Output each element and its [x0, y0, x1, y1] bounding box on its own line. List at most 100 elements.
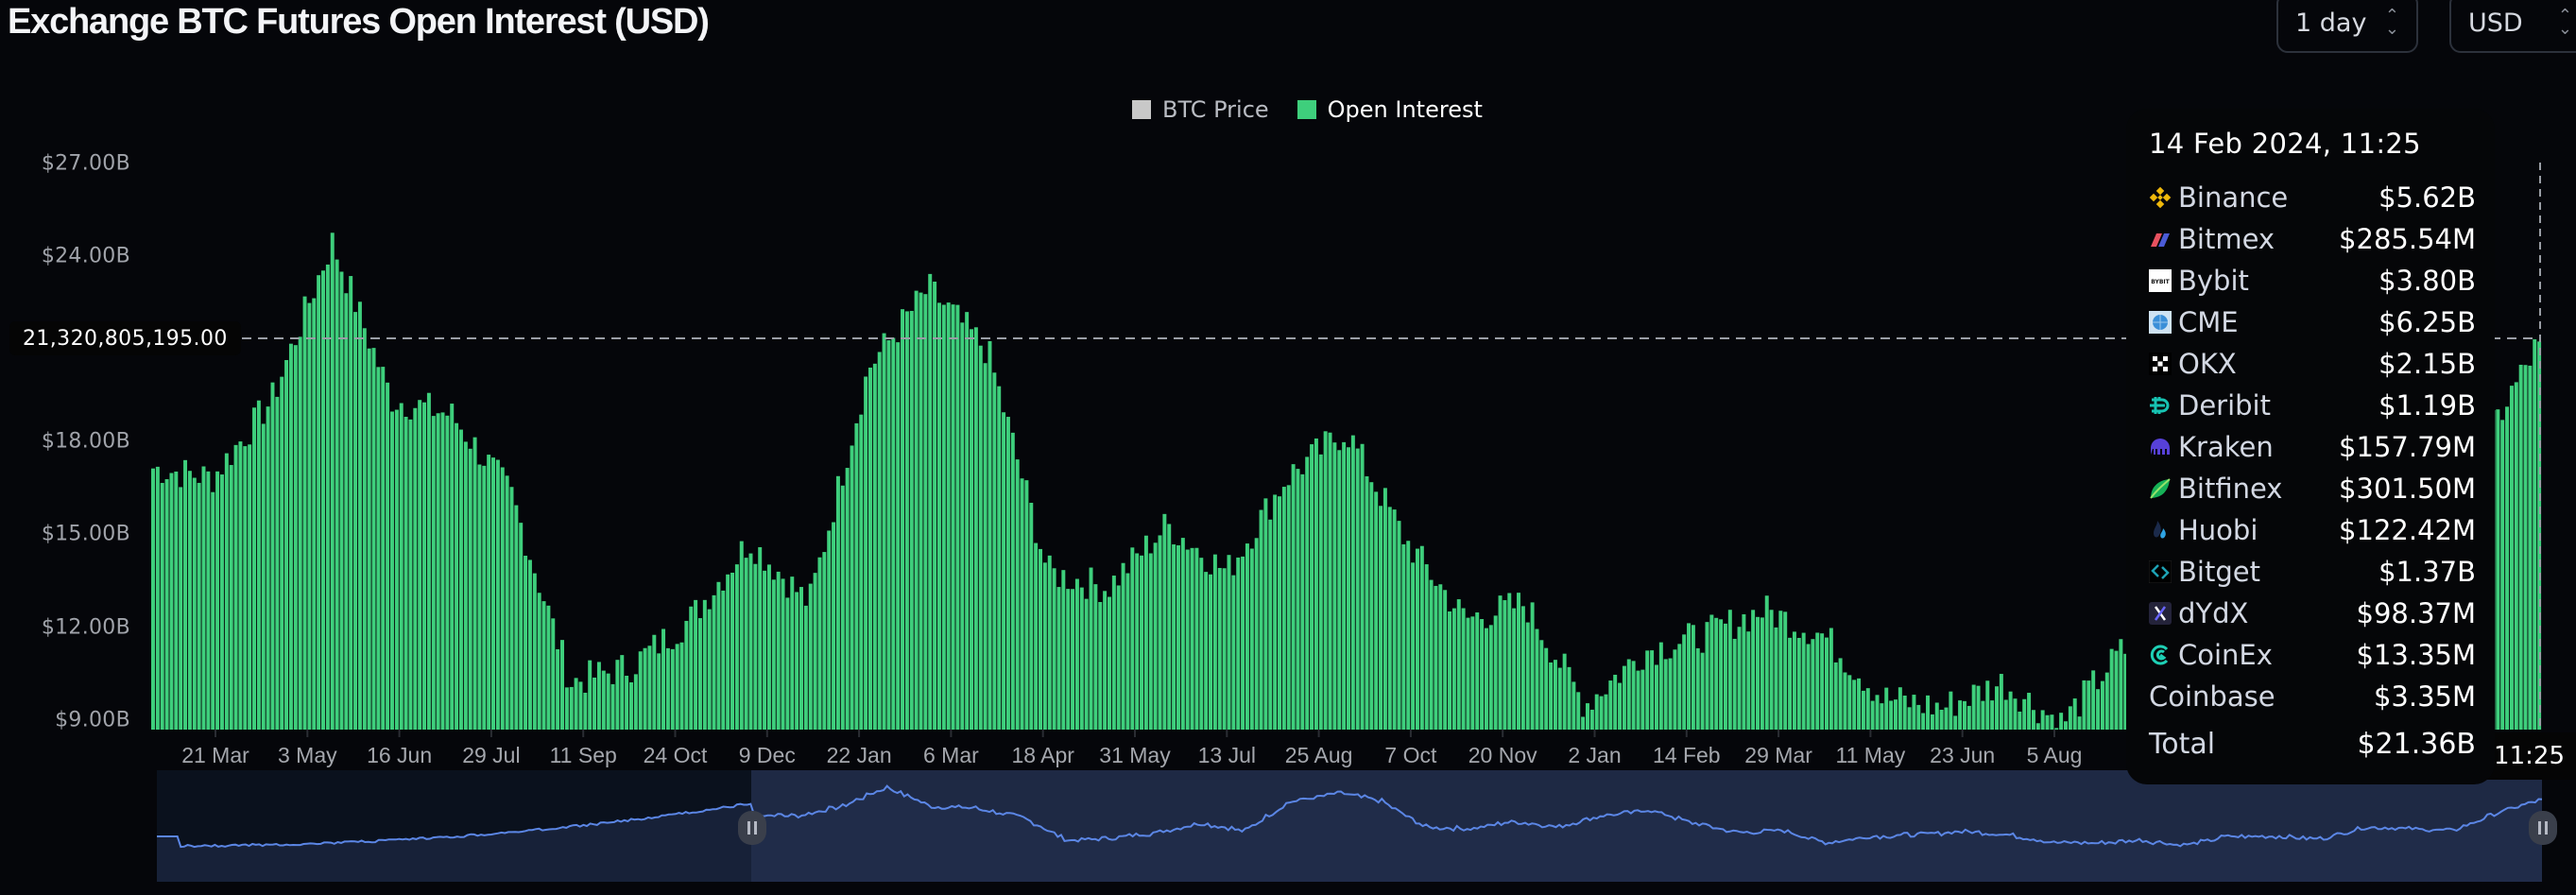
total-value: $21.36B — [2357, 727, 2476, 761]
tooltip-row-coinex: CoinEx $13.35M — [2149, 634, 2476, 676]
open-interest-swatch — [1297, 100, 1316, 119]
exchange-value: $1.37B — [2379, 556, 2476, 588]
exchange-name: Bitfinex — [2178, 473, 2283, 505]
exchange-name: OKX — [2178, 348, 2237, 380]
x-axis-label: 25 Aug — [1284, 743, 1353, 767]
total-label: Total — [2149, 727, 2216, 761]
crosshair-value-label: 21,320,805,195.00 — [9, 321, 241, 355]
exchange-name: Bybit — [2178, 265, 2249, 297]
currency-select-value: USD — [2468, 8, 2523, 38]
y-axis-label: $15.00B — [41, 522, 130, 546]
legend-label: BTC Price — [1162, 96, 1269, 123]
y-axis-label: $12.00B — [41, 615, 130, 640]
tooltip-row-bitfinex: Bitfinex $301.50M — [2149, 468, 2476, 509]
tooltip-date: 14 Feb 2024, 11:25 — [2149, 128, 2421, 160]
x-axis-label: 11 May — [1835, 743, 1906, 767]
exchange-value: $1.19B — [2379, 389, 2476, 422]
tooltip-row-cme: CME $6.25B — [2149, 301, 2476, 343]
x-axis-label: 23 Jun — [1930, 743, 1996, 767]
navigator-right-handle[interactable] — [2529, 811, 2557, 845]
exchange-name: Deribit — [2178, 389, 2271, 422]
bitget-icon — [2149, 560, 2172, 583]
x-axis-label: 18 Apr — [1011, 743, 1074, 767]
cme-icon — [2149, 311, 2172, 334]
x-axis-label: 29 Mar — [1744, 743, 1812, 767]
x-axis-label: 14 Feb — [1652, 743, 1721, 767]
exchange-value: $2.15B — [2379, 348, 2476, 380]
navigator-left-handle[interactable] — [738, 811, 766, 845]
x-axis-label: 24 Oct — [643, 743, 708, 767]
x-axis-label: 16 Jun — [367, 743, 433, 767]
binance-icon — [2149, 186, 2172, 209]
tooltip-row-bybit: BYBIT Bybit $3.80B — [2149, 260, 2476, 301]
page-title: Exchange BTC Futures Open Interest (USD) — [8, 2, 710, 42]
coinex-icon — [2149, 644, 2172, 666]
exchange-name: Huobi — [2178, 514, 2258, 546]
y-axis-label: $24.00B — [41, 244, 130, 268]
exchange-value: $122.42M — [2339, 514, 2476, 546]
bybit-icon: BYBIT — [2149, 269, 2172, 292]
chevron-updown-icon: ⌃ ⌄ — [2557, 6, 2572, 39]
tooltip-row-huobi: Huobi $122.42M — [2149, 509, 2476, 551]
dydx-icon — [2149, 602, 2172, 625]
range-navigator[interactable] — [157, 770, 2543, 882]
x-axis-label: 29 Jul — [462, 743, 521, 767]
x-axis-label: 11 Sep — [549, 743, 617, 767]
tooltip-row-deribit: Deribit $1.19B — [2149, 385, 2476, 426]
exchange-name: Bitmex — [2178, 223, 2275, 255]
interval-select-value: 1 day — [2295, 8, 2367, 38]
exchange-name: Bitget — [2178, 556, 2260, 588]
huobi-icon — [2149, 519, 2172, 542]
x-axis-label: 22 Jan — [826, 743, 892, 767]
y-axis-label: $18.00B — [41, 429, 130, 454]
legend-item-open-interest[interactable]: Open Interest — [1297, 96, 1483, 123]
x-axis-ticks — [215, 730, 2055, 737]
exchange-value: $285.54M — [2339, 223, 2476, 255]
x-axis-label: 20 Nov — [1468, 743, 1537, 767]
bitfinex-icon — [2149, 477, 2172, 500]
kraken-icon — [2149, 436, 2172, 458]
x-axis-label: 21 Mar — [181, 743, 249, 767]
y-axis-label: $9.00B — [55, 708, 130, 732]
currency-select[interactable]: USD ⌃ ⌄ — [2449, 0, 2576, 53]
legend-item-btc-price[interactable]: BTC Price — [1132, 96, 1269, 123]
tooltip-row-dydx: dYdX $98.37M — [2149, 593, 2476, 634]
tooltip-row-coinbase: Coinbase $3.35M — [2149, 676, 2476, 717]
exchange-name: CME — [2178, 306, 2239, 338]
exchange-value: $301.50M — [2339, 473, 2476, 505]
exchange-name: Coinbase — [2149, 680, 2275, 713]
x-axis-label: 7 Oct — [1384, 743, 1437, 767]
exchange-value: $6.25B — [2379, 306, 2476, 338]
tooltip-row-bitmex: Bitmex $285.54M — [2149, 218, 2476, 260]
x-axis-label: 6 Mar — [922, 743, 979, 767]
x-axis-label: 2 Jan — [1568, 743, 1622, 767]
chevron-updown-icon: ⌃ ⌄ — [2384, 6, 2399, 39]
y-axis-label: $27.00B — [41, 151, 130, 176]
interval-select[interactable]: 1 day ⌃ ⌄ — [2276, 0, 2418, 53]
exchange-value: $3.80B — [2379, 265, 2476, 297]
x-axis-label: 31 May — [1099, 743, 1171, 767]
tooltip-row-bitget: Bitget $1.37B — [2149, 551, 2476, 593]
exchange-name: Binance — [2178, 181, 2289, 214]
tooltip-row-okx: OKX $2.15B — [2149, 343, 2476, 385]
exchange-name: dYdX — [2178, 597, 2249, 629]
tooltip-row-binance: Binance $5.62B — [2149, 177, 2476, 218]
exchange-name: Kraken — [2178, 431, 2274, 463]
tooltip-row-kraken: Kraken $157.79M — [2149, 426, 2476, 468]
chart-legend: BTC Price Open Interest — [1132, 96, 1483, 123]
btc-price-swatch — [1132, 100, 1151, 119]
exchange-value: $98.37M — [2356, 597, 2477, 629]
hover-tooltip: 14 Feb 2024, 11:25 Binance $5.62B Bitmex… — [2126, 109, 2495, 784]
x-axis-label: 13 Jul — [1197, 743, 1256, 767]
exchange-name: CoinEx — [2178, 639, 2273, 671]
legend-label: Open Interest — [1327, 96, 1483, 123]
tooltip-row-total: Total $21.36B — [2149, 721, 2476, 766]
okx-icon — [2149, 353, 2172, 375]
bitmex-icon — [2149, 228, 2172, 250]
x-axis-label: 3 May — [277, 743, 337, 767]
exchange-value: $13.35M — [2356, 639, 2477, 671]
exchange-value: $5.62B — [2379, 181, 2476, 214]
x-axis-label: 9 Dec — [738, 743, 796, 767]
svg-text:BYBIT: BYBIT — [2151, 279, 2170, 285]
exchange-value: $157.79M — [2339, 431, 2476, 463]
